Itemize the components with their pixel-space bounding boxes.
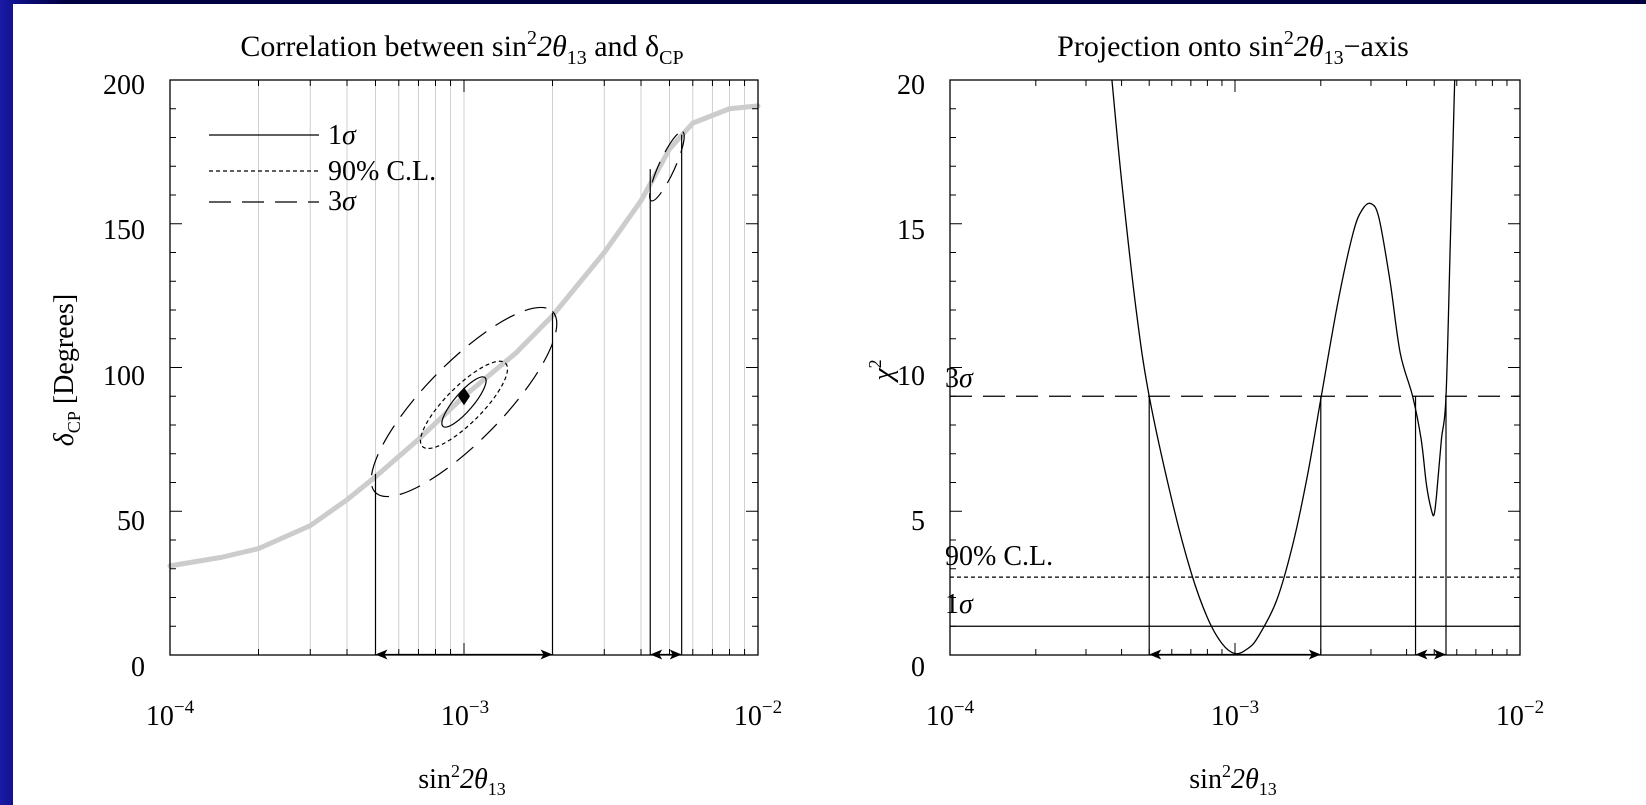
figure-canvas: Correlation between sin22θ13 and δCP sin… <box>13 4 1646 805</box>
legend-label-1sigma: 1σ <box>328 120 357 151</box>
left-ytick-200: 200 <box>103 70 145 101</box>
right-xtick-1e-4: 10−4 <box>926 697 975 732</box>
right-ytick-5: 5 <box>911 506 925 537</box>
right-x-axis-label: sin22θ13 <box>1189 761 1276 799</box>
left-x-axis-label: sin22θ13 <box>418 761 505 799</box>
right-ticks <box>949 79 1520 656</box>
contour-ellipse-solid <box>441 376 487 428</box>
left-gridlines <box>258 80 746 655</box>
right-chi2-curve <box>1111 79 1456 655</box>
left-ytick-0: 0 <box>131 652 145 683</box>
right-xtick-1e-3: 10−3 <box>1211 697 1259 732</box>
ref-label-1sigma: 1σ <box>945 589 974 620</box>
contour-ellipse-dotted <box>419 360 509 450</box>
left-chart-title: Correlation between sin22θ13 and δCP <box>240 27 683 69</box>
right-ytick-0: 0 <box>911 652 925 683</box>
contour-ellipse-dashed <box>648 130 685 202</box>
right-intervals <box>1148 396 1447 660</box>
chi-square-curve <box>1111 79 1456 655</box>
projection-panel: Projection onto sin22θ13−axis sin22θ13 χ… <box>865 27 1544 799</box>
legend-label-90cl: 90% C.L. <box>328 156 436 187</box>
right-reference-lines <box>950 395 1520 627</box>
left-intervals <box>374 134 683 660</box>
left-ytick-100: 100 <box>103 361 145 392</box>
left-xtick-1e-2: 10−2 <box>734 697 782 732</box>
left-legend <box>209 134 319 203</box>
ref-label-90cl: 90% C.L. <box>945 541 1053 572</box>
right-chart-title: Projection onto sin22θ13−axis <box>1057 27 1409 69</box>
right-ytick-10: 10 <box>897 361 925 392</box>
ref-label-3sigma: 3σ <box>945 363 974 394</box>
right-y-axis-label: χ2 <box>865 359 899 383</box>
left-ytick-150: 150 <box>103 215 145 246</box>
legend-label-3sigma: 3σ <box>328 186 357 217</box>
correlation-panel: Correlation between sin22θ13 and δCP sin… <box>49 27 782 799</box>
left-xtick-1e-4: 10−4 <box>146 697 195 732</box>
left-xtick-1e-3: 10−3 <box>441 697 489 732</box>
best-fit-diamond-marker <box>458 387 470 406</box>
right-ytick-20: 20 <box>897 70 925 101</box>
right-ytick-15: 15 <box>897 215 925 246</box>
figure-svg: Correlation between sin22θ13 and δCP sin… <box>49 27 1544 799</box>
left-y-axis-label: δCP [Degrees] <box>49 294 84 446</box>
left-ticks <box>169 79 758 656</box>
left-ytick-50: 50 <box>117 506 145 537</box>
right-xtick-1e-2: 10−2 <box>1496 697 1544 732</box>
